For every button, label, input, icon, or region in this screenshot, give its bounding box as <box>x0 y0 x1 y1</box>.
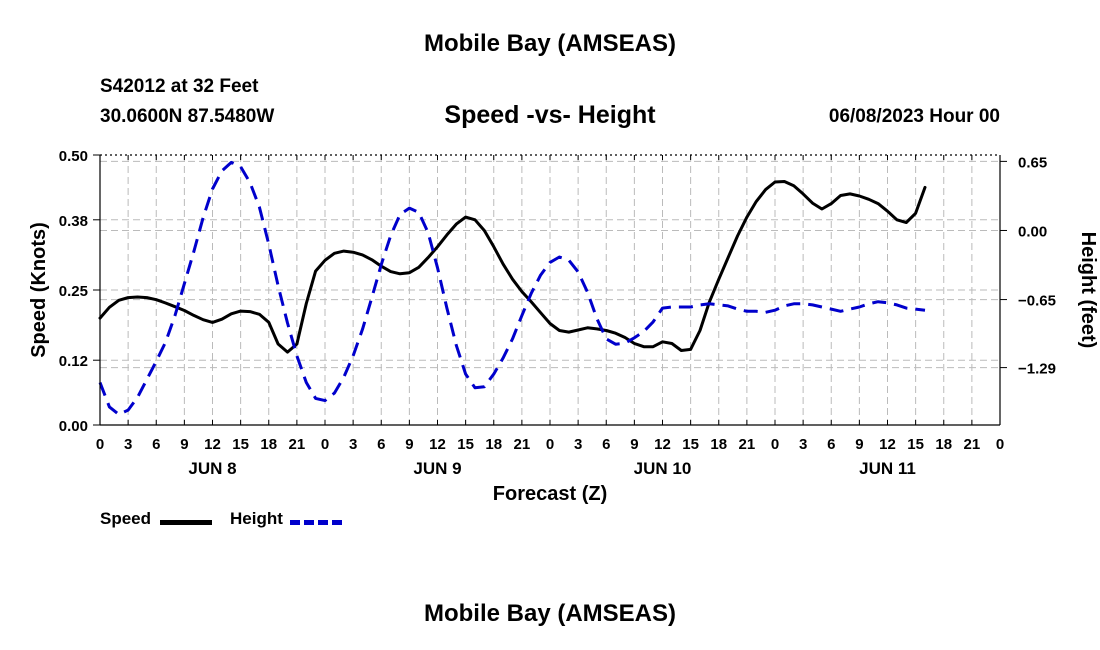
x-tick-label: 6 <box>152 436 160 453</box>
grid <box>100 155 1000 425</box>
y-axis-label: Speed (Knots) <box>28 222 50 358</box>
x-day-label: JUN 9 <box>413 459 461 478</box>
station-coords: 30.0600N 87.5480W <box>100 106 275 127</box>
x-tick-label: 3 <box>574 436 582 453</box>
x-tick-label: 12 <box>654 436 671 453</box>
x-tick-label: 18 <box>935 436 952 453</box>
x-tick-label: 9 <box>180 436 188 453</box>
x-tick-label: 18 <box>710 436 727 453</box>
legend-speed-label: Speed <box>100 509 152 528</box>
x-tick-label: 3 <box>124 436 132 453</box>
station-label: S42012 at 32 Feet <box>100 76 259 97</box>
x-tick-label: 6 <box>602 436 610 453</box>
y-tick-label: 0.38 <box>59 213 88 230</box>
x-tick-label: 12 <box>429 436 446 453</box>
x-tick-label: 9 <box>630 436 638 453</box>
y-tick-label: 0.12 <box>59 353 88 370</box>
y-tick-label: 0.50 <box>59 148 88 165</box>
x-day-label: JUN 8 <box>188 459 236 478</box>
x-tick-label: 15 <box>682 436 699 453</box>
x-tick-label: 0 <box>321 436 329 453</box>
x-tick-label: 15 <box>457 436 474 453</box>
x-tick-label: 6 <box>377 436 385 453</box>
x-tick-label: 3 <box>349 436 357 453</box>
x-tick-label: 9 <box>405 436 413 453</box>
speed-height-chart: 0 3 6 9 12 15 18 21 0 3 6 9 12 15 18 21 0 3 6 9 12 15 18 21 0 3 6 9… <box>28 148 1099 505</box>
x-tick-label: 0 <box>96 436 104 453</box>
x-tick-label: 0 <box>546 436 554 453</box>
x-tick-label: 21 <box>964 436 981 453</box>
x-day-label: JUN 10 <box>634 459 692 478</box>
x-tick-label: 0 <box>996 436 1004 453</box>
series <box>98 160 927 416</box>
x-tick-label: 6 <box>827 436 835 453</box>
x-tick-label: 15 <box>232 436 249 453</box>
x-tick-label: 18 <box>485 436 502 453</box>
x-tick-label: 15 <box>907 436 924 453</box>
series-line-speed <box>98 180 927 354</box>
y2-tick-label: 0.65 <box>1018 154 1047 171</box>
x-tick-label: 12 <box>879 436 896 453</box>
page-title: Mobile Bay (AMSEAS) <box>423 30 677 57</box>
series-line-height <box>98 160 926 416</box>
y2-tick-label: 0.00 <box>1018 223 1047 240</box>
y-tick-label: 0.25 <box>59 283 88 300</box>
x-day-label: JUN 11 <box>859 459 916 478</box>
x-tick-label: 12 <box>204 436 221 453</box>
x-tick-label: 0 <box>771 436 779 453</box>
x-tick-label: 18 <box>260 436 277 453</box>
legend-speed-swatch <box>160 520 212 525</box>
y2-tick-label: −1.29 <box>1018 361 1056 378</box>
x-tick-label: 21 <box>514 436 531 453</box>
chart-title: Speed -vs- Height <box>444 101 656 129</box>
x-tick-label: 3 <box>799 436 807 453</box>
y-tick-label: 0.00 <box>59 418 88 435</box>
axes: 0 3 6 9 12 15 18 21 0 3 6 9 12 15 18 21 0 3 6 9 12 15 18 21 0 3 6 9… <box>59 148 1056 478</box>
x-tick-label: 9 <box>855 436 863 453</box>
x-axis-label: Forecast (Z) <box>493 483 607 505</box>
x-tick-label: 21 <box>739 436 756 453</box>
y2-axis-label: Height (feet) <box>1077 232 1099 349</box>
x-tick-label: 21 <box>289 436 306 453</box>
y2-tick-label: −0.65 <box>1018 293 1056 310</box>
forecast-datetime: 06/08/2023 Hour 00 <box>828 106 1000 127</box>
legend-height-label: Height <box>230 509 283 528</box>
footer-title: Mobile Bay (AMSEAS) <box>423 600 677 627</box>
legend-height-swatch <box>290 520 342 525</box>
